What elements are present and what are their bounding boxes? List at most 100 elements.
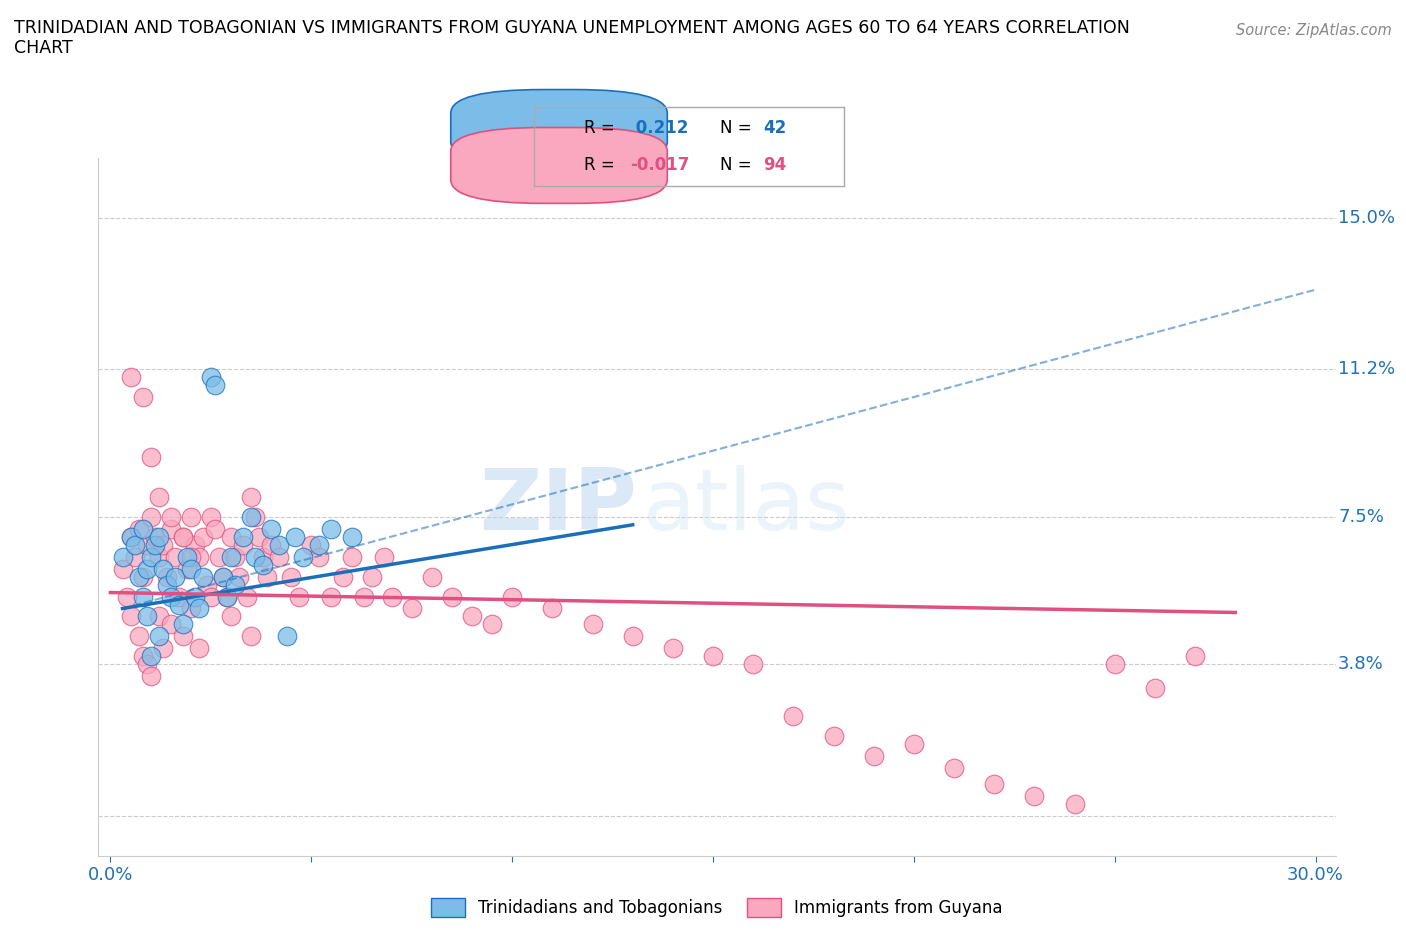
Point bbox=[1063, 796, 1085, 811]
Point bbox=[943, 761, 966, 776]
Point bbox=[224, 550, 246, 565]
Point bbox=[208, 550, 231, 565]
Text: atlas: atlas bbox=[643, 465, 851, 549]
Point bbox=[621, 629, 644, 644]
Point bbox=[862, 749, 884, 764]
Point bbox=[308, 538, 330, 552]
Text: TRINIDADIAN AND TOBAGONIAN VS IMMIGRANTS FROM GUYANA UNEMPLOYMENT AMONG AGES 60 : TRINIDADIAN AND TOBAGONIAN VS IMMIGRANTS… bbox=[14, 19, 1130, 58]
Point bbox=[292, 550, 315, 565]
Text: N =: N = bbox=[720, 156, 751, 175]
Point bbox=[215, 589, 238, 604]
Point bbox=[252, 557, 274, 572]
Point bbox=[111, 561, 134, 576]
FancyBboxPatch shape bbox=[451, 89, 668, 166]
Point bbox=[212, 569, 235, 584]
Point bbox=[167, 589, 190, 604]
Point bbox=[131, 569, 153, 584]
Point bbox=[143, 529, 166, 544]
Point bbox=[240, 629, 263, 644]
Point bbox=[1184, 649, 1206, 664]
Point bbox=[159, 510, 181, 525]
Point bbox=[903, 737, 925, 751]
Point bbox=[247, 529, 270, 544]
Point bbox=[159, 589, 181, 604]
Point bbox=[662, 641, 685, 656]
Point bbox=[200, 370, 222, 385]
Point bbox=[581, 617, 603, 631]
Point bbox=[332, 569, 354, 584]
Point bbox=[240, 510, 263, 525]
Text: 15.0%: 15.0% bbox=[1339, 209, 1395, 227]
Point bbox=[128, 629, 150, 644]
Point bbox=[191, 569, 214, 584]
Point bbox=[148, 489, 170, 504]
Point bbox=[135, 609, 157, 624]
Point bbox=[131, 522, 153, 537]
Point bbox=[148, 609, 170, 624]
Point bbox=[187, 550, 209, 565]
Point bbox=[742, 657, 765, 671]
Point bbox=[260, 522, 283, 537]
Point bbox=[120, 370, 142, 385]
Point bbox=[240, 489, 263, 504]
Point bbox=[139, 649, 162, 664]
Point bbox=[232, 538, 254, 552]
Text: R =: R = bbox=[583, 156, 614, 175]
Point bbox=[187, 641, 209, 656]
Text: 3.8%: 3.8% bbox=[1339, 656, 1384, 673]
Point bbox=[128, 522, 150, 537]
Point bbox=[124, 550, 146, 565]
Point bbox=[204, 378, 226, 392]
Point bbox=[321, 589, 343, 604]
Point bbox=[120, 529, 142, 544]
Text: 0.212: 0.212 bbox=[630, 118, 689, 137]
Point bbox=[340, 529, 363, 544]
Point bbox=[152, 561, 174, 576]
Point bbox=[373, 550, 395, 565]
Point bbox=[180, 561, 202, 576]
Point bbox=[276, 629, 298, 644]
Point bbox=[172, 617, 194, 631]
Point bbox=[139, 510, 162, 525]
Point bbox=[200, 589, 222, 604]
Point bbox=[308, 550, 330, 565]
Point bbox=[111, 550, 134, 565]
Point bbox=[1104, 657, 1126, 671]
Point bbox=[1143, 681, 1166, 696]
Point bbox=[156, 578, 179, 592]
Point bbox=[299, 538, 322, 552]
Point bbox=[204, 522, 226, 537]
Point bbox=[163, 550, 186, 565]
Point bbox=[200, 510, 222, 525]
Point bbox=[260, 538, 283, 552]
Point bbox=[360, 569, 382, 584]
Point bbox=[340, 550, 363, 565]
Point bbox=[120, 529, 142, 544]
Point bbox=[269, 550, 291, 565]
Point bbox=[172, 529, 194, 544]
Point bbox=[184, 538, 207, 552]
Point bbox=[782, 709, 804, 724]
Point bbox=[541, 601, 564, 616]
Point bbox=[176, 561, 198, 576]
Point bbox=[148, 629, 170, 644]
Point bbox=[1024, 789, 1046, 804]
Point bbox=[187, 601, 209, 616]
Point bbox=[172, 529, 194, 544]
Point bbox=[139, 449, 162, 464]
Point bbox=[219, 550, 242, 565]
Point bbox=[501, 589, 523, 604]
Point bbox=[135, 538, 157, 552]
Point bbox=[236, 589, 259, 604]
Point bbox=[124, 538, 146, 552]
Point bbox=[702, 649, 724, 664]
Text: Source: ZipAtlas.com: Source: ZipAtlas.com bbox=[1236, 23, 1392, 38]
Point bbox=[288, 589, 311, 604]
Point bbox=[152, 641, 174, 656]
Text: ZIP: ZIP bbox=[479, 465, 637, 549]
Point bbox=[148, 529, 170, 544]
Point bbox=[252, 550, 274, 565]
Point bbox=[135, 657, 157, 671]
Point bbox=[156, 569, 179, 584]
Point bbox=[401, 601, 423, 616]
